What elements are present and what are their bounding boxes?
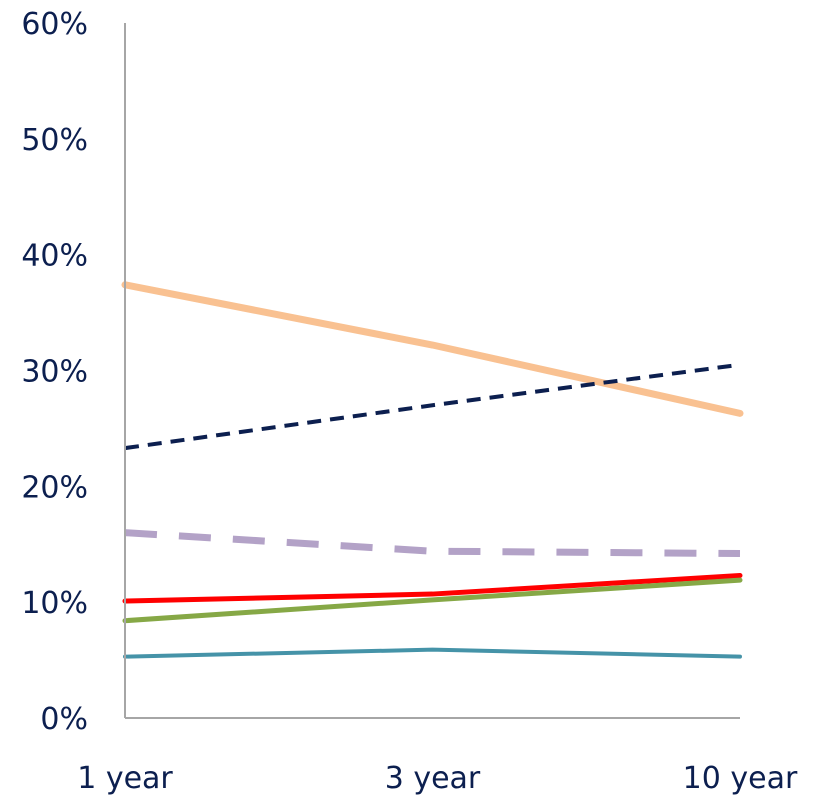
y-tick-label: 50%: [21, 123, 88, 158]
y-tick-label: 60%: [21, 7, 88, 42]
x-axis-ticks: 1 year 3 year 10 year: [77, 761, 798, 796]
series-line-3: [124, 529, 741, 558]
y-axis-ticks: 0% 10% 20% 30% 40% 50% 60%: [21, 7, 88, 737]
series-line-2: [124, 362, 741, 451]
x-tick-label: 1 year: [77, 761, 173, 796]
x-tick-label: 3 year: [385, 761, 481, 796]
y-tick-label: 30%: [21, 355, 88, 390]
x-tick-label: 10 year: [683, 761, 798, 796]
series-line-1: [121, 281, 744, 417]
series-line-5: [122, 577, 743, 624]
series-line-6: [123, 647, 742, 659]
series-layer: [121, 281, 744, 659]
y-tick-label: 0%: [40, 702, 88, 737]
y-tick-label: 20%: [21, 470, 88, 505]
y-tick-label: 40%: [21, 239, 88, 274]
y-tick-label: 10%: [21, 586, 88, 621]
series-line-4: [122, 573, 743, 604]
